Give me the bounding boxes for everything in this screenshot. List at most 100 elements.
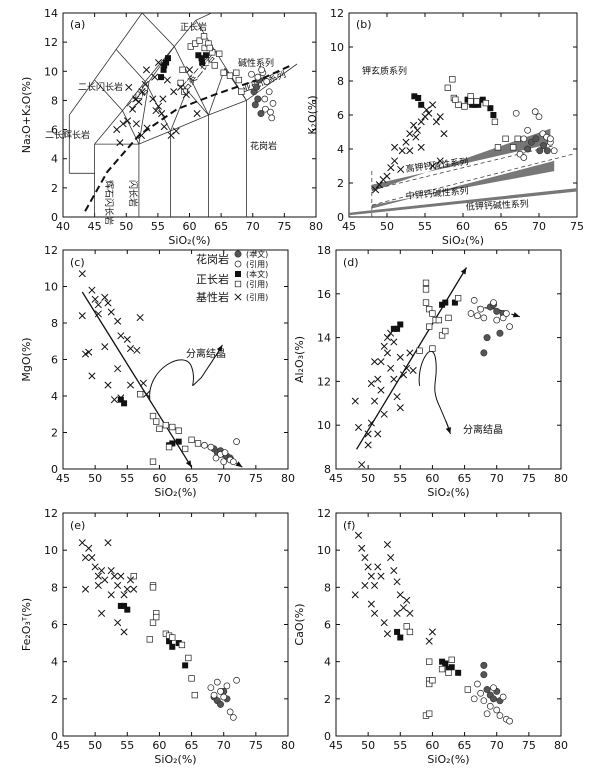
data-point bbox=[474, 312, 481, 320]
data-point bbox=[439, 658, 446, 665]
series-filled-circle bbox=[250, 76, 265, 118]
y-tick-label: 0 bbox=[51, 463, 58, 476]
x-tick-label: 55 bbox=[151, 220, 165, 233]
data-point bbox=[153, 418, 160, 425]
data-point bbox=[422, 299, 430, 306]
y-tick-label: 12 bbox=[44, 36, 58, 49]
data-point bbox=[455, 669, 462, 676]
data-point bbox=[117, 332, 125, 340]
data-point bbox=[374, 430, 382, 438]
x-tick-label: 80 bbox=[281, 739, 295, 752]
data-point bbox=[158, 74, 165, 81]
data-point bbox=[81, 554, 90, 562]
panel-label: (e) bbox=[70, 519, 85, 532]
x-axis-label: SiO₂(%) bbox=[427, 486, 469, 499]
data-point bbox=[374, 563, 382, 571]
y-axis-label: Al₂O₃(%) bbox=[293, 336, 306, 383]
data-point bbox=[436, 157, 444, 165]
data-point bbox=[502, 135, 509, 142]
data-point bbox=[480, 349, 488, 357]
x-tick-label: 55 bbox=[120, 472, 134, 485]
data-point bbox=[233, 676, 240, 684]
data-point bbox=[483, 686, 491, 694]
data-point bbox=[429, 677, 436, 684]
field-label: 二长辉长岩 bbox=[45, 129, 90, 141]
panel-label: (a) bbox=[70, 18, 85, 31]
data-point bbox=[94, 581, 102, 590]
data-point bbox=[162, 422, 170, 429]
series-filled-square bbox=[117, 602, 189, 669]
y-tick-label: 10 bbox=[317, 419, 331, 432]
y-tick-label: 2 bbox=[51, 693, 58, 706]
data-point bbox=[181, 445, 189, 453]
data-point bbox=[452, 96, 459, 103]
data-point bbox=[413, 126, 421, 134]
y-axis-label: Na₂O+K₂O(%) bbox=[20, 77, 33, 154]
data-point bbox=[114, 317, 122, 325]
field-boundary bbox=[141, 12, 209, 217]
x-tick-label: 65 bbox=[214, 220, 228, 233]
data-point bbox=[98, 609, 106, 617]
data-point bbox=[149, 619, 157, 626]
series-filled-circle bbox=[524, 135, 551, 155]
data-point bbox=[263, 78, 271, 85]
data-point bbox=[85, 544, 93, 552]
data-point bbox=[477, 305, 484, 313]
legend-label: 正长岩 bbox=[196, 272, 229, 286]
x-tick-label: 50 bbox=[361, 472, 375, 485]
arrow-head bbox=[445, 426, 451, 434]
data-point bbox=[383, 349, 391, 357]
data-point bbox=[104, 381, 112, 389]
y-tick-label: 0 bbox=[51, 211, 58, 224]
y-tick-label: 12 bbox=[44, 507, 58, 520]
series-open-square bbox=[444, 76, 521, 151]
data-point bbox=[514, 135, 521, 142]
data-point bbox=[137, 131, 145, 139]
data-point bbox=[432, 118, 440, 126]
data-point bbox=[429, 162, 437, 170]
data-point bbox=[377, 572, 385, 580]
data-point bbox=[372, 186, 380, 194]
data-point bbox=[185, 66, 194, 74]
x-axis-label: SiO₂(%) bbox=[427, 753, 469, 766]
data-point bbox=[146, 636, 153, 643]
data-point bbox=[496, 329, 504, 337]
data-point bbox=[426, 323, 433, 330]
data-point bbox=[387, 164, 395, 172]
data-point bbox=[422, 286, 430, 293]
data-point bbox=[196, 37, 203, 44]
data-point bbox=[367, 419, 375, 427]
data-point bbox=[132, 120, 140, 128]
y-tick-label: 8 bbox=[51, 317, 58, 330]
field-label: 碱性系列 bbox=[238, 57, 274, 69]
legend-entry-text: (引用) bbox=[246, 280, 268, 289]
data-point bbox=[364, 563, 372, 571]
x-axis-label: SiO₂(%) bbox=[442, 234, 484, 247]
data-point bbox=[397, 321, 404, 328]
data-point bbox=[151, 73, 159, 81]
series-open-circle bbox=[467, 297, 513, 330]
legend-entry-text: (本文) bbox=[246, 269, 268, 279]
data-point bbox=[220, 693, 228, 701]
data-point bbox=[91, 295, 99, 303]
series-open-circle bbox=[248, 66, 277, 122]
data-point bbox=[480, 661, 488, 669]
data-point bbox=[354, 531, 363, 539]
y-tick-label: 4 bbox=[51, 656, 58, 669]
data-point bbox=[177, 79, 184, 87]
data-point bbox=[207, 684, 215, 692]
data-point bbox=[213, 678, 221, 686]
data-point bbox=[543, 147, 551, 155]
data-point bbox=[394, 628, 401, 635]
data-point bbox=[200, 33, 208, 40]
x-tick-label: 60 bbox=[183, 220, 197, 233]
data-point bbox=[487, 105, 494, 112]
data-point bbox=[136, 391, 144, 398]
data-point bbox=[398, 147, 406, 155]
series-label: 中钾钙碱性系列 bbox=[405, 185, 469, 202]
plot-frame bbox=[335, 249, 562, 470]
data-point bbox=[406, 130, 414, 138]
data-point bbox=[442, 660, 449, 667]
data-point bbox=[104, 299, 112, 307]
data-point bbox=[506, 323, 513, 330]
